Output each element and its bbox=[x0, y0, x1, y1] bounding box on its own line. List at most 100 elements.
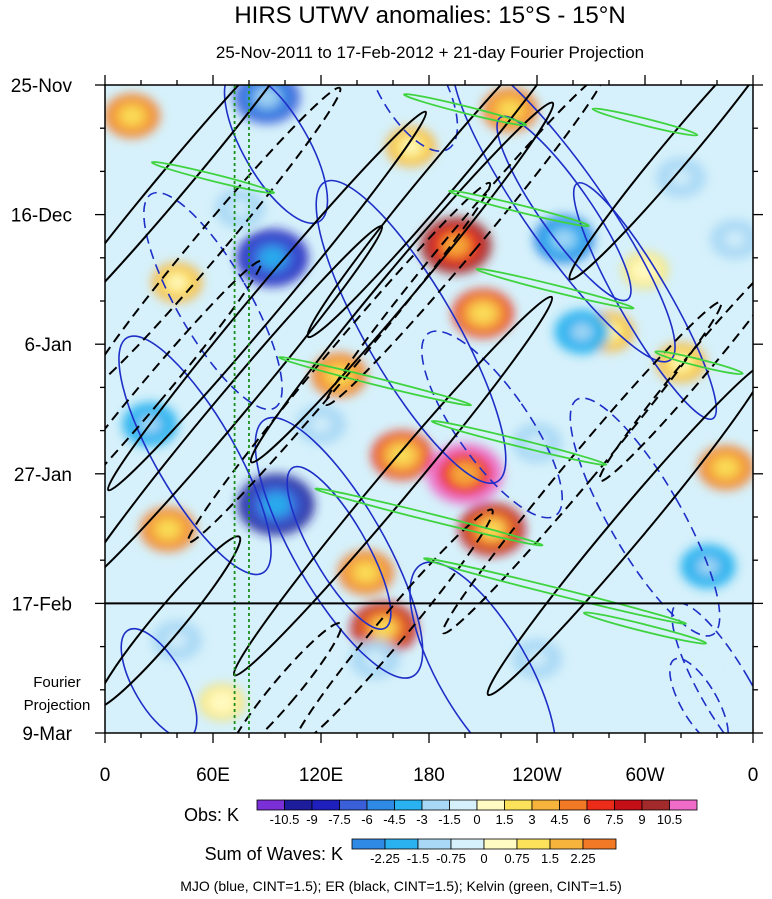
mjo-contour bbox=[669, 657, 729, 733]
er-contour bbox=[249, 101, 555, 464]
colorbar-swatch bbox=[582, 838, 617, 850]
kelvin-contour bbox=[582, 611, 708, 645]
er-contour bbox=[306, 85, 588, 339]
colorbar-swatch bbox=[351, 838, 386, 850]
kelvin-contour bbox=[402, 93, 528, 127]
obs-anomaly-cell bbox=[166, 274, 188, 291]
kelvin-contour bbox=[314, 487, 544, 547]
y-tick-label: 27-Jan bbox=[14, 465, 72, 486]
waves-colorbar-label: Sum of Waves: K bbox=[205, 844, 343, 864]
x-tick-label: 120E bbox=[299, 765, 343, 786]
x-axis: 0 60E 120E 180 120W 60W 0 bbox=[100, 75, 759, 786]
obs-colorbar-tick-label: 6 bbox=[583, 812, 590, 827]
colorbar-swatch bbox=[311, 799, 340, 811]
obs-colorbar: -10.5 -9 -7.5 -6 -4.5 -3 -1.5 0 1.5 3 4.5 6 7.5 9 10.5 bbox=[256, 799, 698, 827]
er-contour bbox=[105, 535, 242, 709]
obs-colorbar-tick-label: 3 bbox=[528, 812, 535, 827]
kelvin-contour bbox=[448, 189, 590, 228]
mjo-contour bbox=[409, 561, 557, 733]
obs-colorbar-tick-label: 9 bbox=[638, 812, 645, 827]
kelvin-contour bbox=[278, 356, 472, 407]
obs-anomaly-cell bbox=[389, 445, 415, 466]
obs-colorbar-label: Obs: K bbox=[184, 805, 239, 825]
obs-anomaly-cell bbox=[120, 106, 144, 125]
obs-anomaly-cell bbox=[449, 461, 481, 487]
obs-colorbar-tick-label: 1.5 bbox=[495, 812, 513, 827]
kelvin-contour bbox=[423, 557, 687, 625]
obs-anomaly-cell bbox=[714, 458, 738, 477]
kelvin-contour bbox=[475, 267, 635, 310]
er-contour bbox=[106, 110, 428, 492]
y-tick-label: 25-Nov bbox=[11, 76, 73, 97]
x-tick-label: 120W bbox=[512, 765, 562, 786]
colorbar-swatch bbox=[339, 799, 368, 811]
waves-colorbar-tick-label: 1.5 bbox=[541, 851, 559, 866]
waves-colorbar-tick-label: -2.25 bbox=[370, 851, 400, 866]
colorbar-swatch bbox=[476, 799, 505, 811]
obs-colorbar-tick-label: -9 bbox=[306, 812, 318, 827]
er-contour bbox=[598, 243, 753, 483]
chart-title: HIRS UTWV anomalies: 15°S - 15°N bbox=[234, 2, 625, 29]
colorbar-swatch bbox=[669, 799, 698, 811]
waves-colorbar-tick-label: 0 bbox=[480, 851, 487, 866]
wave-contours bbox=[105, 85, 753, 733]
y-tick-label: 9-Mar bbox=[22, 724, 72, 745]
colorbar-swatch bbox=[549, 838, 584, 850]
er-contour bbox=[105, 225, 384, 587]
obs-anomaly-cell bbox=[258, 246, 287, 270]
mjo-contour bbox=[452, 85, 676, 363]
x-tick-label: 180 bbox=[413, 765, 445, 786]
colorbar-swatch bbox=[559, 799, 588, 811]
obs-anomaly-cell bbox=[551, 229, 577, 250]
obs-anomaly-cell bbox=[229, 200, 251, 217]
waves-colorbar: -2.25 -1.5 -0.75 0 0.75 1.5 2.25 bbox=[351, 838, 617, 866]
obs-anomaly-cell bbox=[364, 650, 386, 668]
er-contour bbox=[105, 259, 263, 528]
er-contour bbox=[292, 508, 494, 733]
mjo-contour bbox=[118, 335, 272, 576]
plot-background bbox=[105, 85, 753, 733]
er-contour bbox=[486, 362, 753, 697]
colorbar-swatch bbox=[586, 799, 615, 811]
obs-colorbar-tick-label: 4.5 bbox=[550, 812, 568, 827]
reference-lines bbox=[233, 85, 250, 733]
y-tick-label: 17-Feb bbox=[12, 594, 72, 615]
mjo-contour bbox=[671, 602, 753, 733]
kelvin-contour bbox=[150, 161, 276, 195]
colorbar-swatch bbox=[504, 799, 533, 811]
obs-anomaly-cell bbox=[696, 557, 720, 576]
obs-colorbar-tick-label: 0 bbox=[473, 812, 480, 827]
kelvin-contour bbox=[430, 420, 608, 466]
waves-colorbar-tick-label: -0.75 bbox=[436, 851, 466, 866]
obs-anomaly-cell bbox=[400, 138, 422, 155]
obs-anomaly-cell bbox=[354, 563, 378, 582]
colorbar-swatch bbox=[394, 799, 423, 811]
waves-colorbar-tick-label: 2.25 bbox=[570, 851, 595, 866]
mjo-contour bbox=[572, 181, 718, 421]
mjo-contour bbox=[254, 416, 424, 679]
projection-label-line2: Projection bbox=[24, 697, 91, 714]
plot-area bbox=[104, 84, 754, 734]
obs-anomaly-cell bbox=[156, 520, 180, 539]
colorbar-swatch bbox=[531, 799, 560, 811]
colorbar-swatch bbox=[417, 838, 452, 850]
mjo-contour bbox=[569, 397, 721, 637]
x-tick-label: 0 bbox=[748, 765, 759, 786]
obs-anomaly-cell bbox=[526, 650, 548, 668]
obs-colorbar-tick-label: -6 bbox=[361, 812, 373, 827]
chart-subtitle: 25-Nov-2011 to 17-Feb-2012 + 21-day Four… bbox=[216, 43, 644, 62]
mjo-contour bbox=[286, 465, 392, 630]
obs-colorbar-tick-label: 7.5 bbox=[605, 812, 623, 827]
x-tick-label: 0 bbox=[100, 765, 111, 786]
obs-anomaly-cell bbox=[212, 694, 232, 710]
colorbar-swatch bbox=[641, 799, 670, 811]
er-contour bbox=[324, 85, 606, 407]
colorbar-swatch bbox=[284, 799, 313, 811]
y-tick-label: 6-Jan bbox=[24, 335, 72, 356]
obs-anomaly-cell bbox=[260, 492, 292, 517]
obs-colorbar-tick-label: -3 bbox=[416, 812, 428, 827]
colorbar-swatch bbox=[483, 838, 518, 850]
projection-label-line1: Fourier bbox=[33, 674, 81, 691]
x-tick-label: 60W bbox=[625, 765, 664, 786]
